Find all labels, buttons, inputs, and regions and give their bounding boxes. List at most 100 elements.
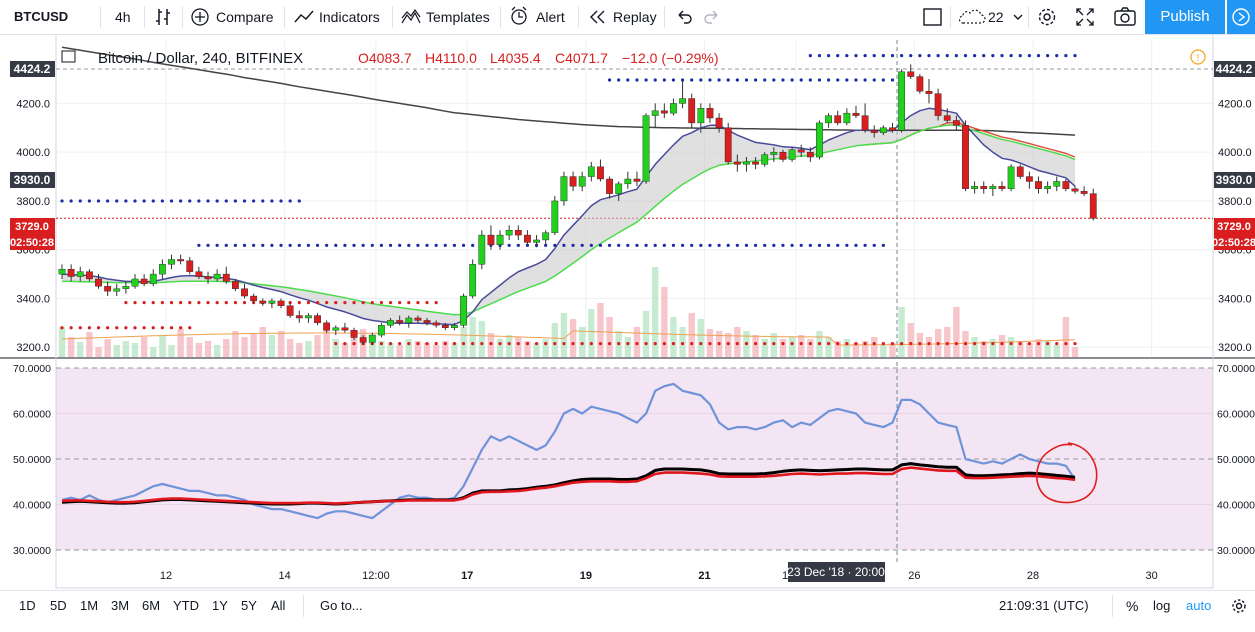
range-5y[interactable]: 5Y (241, 598, 257, 613)
countdown-text: 02:50:28 (10, 237, 54, 249)
level-dot (115, 199, 119, 203)
volume-bar (140, 337, 148, 357)
level-dot (699, 341, 703, 346)
volume-bar (880, 345, 887, 357)
candle-body (286, 305, 294, 316)
templates-button[interactable]: Templates (400, 0, 495, 34)
replay-button[interactable]: Replay (588, 0, 658, 34)
candle-body (158, 264, 166, 275)
settings-gear-icon[interactable] (1230, 591, 1248, 621)
countdown-text-right: 02:50:28 (1212, 237, 1255, 249)
level-dot (799, 243, 803, 247)
level-dot (963, 341, 968, 346)
warning-icon[interactable]: ! (1190, 49, 1206, 65)
candle-body (770, 151, 778, 155)
level-dot (388, 301, 393, 305)
range-6m[interactable]: 6M (142, 598, 161, 613)
candle-body (314, 315, 321, 324)
level-dot (562, 341, 566, 346)
log-toggle[interactable]: log (1153, 598, 1171, 613)
volume-bar (779, 339, 787, 357)
level-dot (461, 243, 466, 247)
volume-bar (204, 341, 212, 357)
level-dot (571, 243, 575, 247)
volume-bar (432, 345, 440, 357)
redo-icon[interactable] (702, 0, 722, 34)
toolbar-divider (392, 6, 393, 28)
candle-body (615, 183, 623, 194)
range-5d[interactable]: 5D (50, 598, 67, 613)
level-dot (872, 78, 876, 82)
goto-button[interactable]: Go to... (320, 598, 363, 613)
level-dot (334, 341, 338, 346)
level-dot (1000, 341, 1004, 346)
range-all[interactable]: All (271, 598, 286, 613)
interval-button[interactable]: 4h (115, 9, 131, 25)
symbol-search[interactable]: BTCUSD (14, 9, 69, 24)
indicators-button[interactable]: Indicators (293, 0, 388, 34)
osc-tick-label: 30.0000 (13, 545, 51, 557)
publish-button[interactable]: Publish (1145, 0, 1225, 34)
volume-bar (423, 343, 431, 357)
camera-icon[interactable] (1113, 0, 1137, 34)
level-dot (1064, 54, 1068, 58)
candle-body (971, 186, 979, 189)
volume-bar (998, 335, 1006, 357)
level-dot (726, 341, 730, 346)
level-dot (224, 301, 228, 305)
level-dot (881, 54, 885, 58)
level-dot (1000, 54, 1004, 58)
level-dot (945, 54, 949, 58)
level-dot (160, 326, 164, 330)
level-dot (425, 341, 429, 346)
candle-body (387, 320, 394, 326)
gear-icon[interactable] (1036, 0, 1058, 34)
candle-body (806, 151, 814, 158)
level-dot (1009, 54, 1013, 58)
time-tick-label: 12:00 (362, 570, 390, 582)
volume-bar (159, 335, 166, 357)
compare-button[interactable]: Compare (191, 0, 276, 34)
volume-bar (642, 311, 650, 357)
fullscreen-icon[interactable] (1073, 0, 1097, 34)
level-dot (763, 341, 767, 346)
square-icon[interactable] (922, 0, 944, 34)
range-1d[interactable]: 1D (19, 598, 36, 613)
range-1y[interactable]: 1Y (212, 598, 228, 613)
range-ytd[interactable]: YTD (173, 598, 199, 613)
candle-body (250, 295, 258, 302)
level-dot (142, 199, 146, 203)
candle-body (633, 178, 641, 182)
undo-icon[interactable] (674, 0, 694, 34)
volume-bar (1044, 341, 1051, 357)
candle-body (660, 110, 668, 114)
auto-toggle[interactable]: auto (1186, 598, 1212, 613)
volume-bar (259, 327, 266, 357)
volume-bar (505, 335, 513, 357)
top-toolbar: BTCUSD 4h Compare Indicators Templates A… (0, 0, 1255, 35)
volume-bar (113, 345, 120, 357)
range-3m[interactable]: 3M (111, 598, 130, 613)
level-dot (836, 78, 840, 82)
level-dot (653, 78, 657, 82)
level-dot (863, 54, 867, 58)
alert-button[interactable]: Alert (509, 0, 571, 34)
level-dot (279, 199, 283, 203)
annotation-circle[interactable] (1035, 442, 1098, 504)
range-1m[interactable]: 1M (80, 598, 99, 613)
level-dot (115, 326, 119, 330)
level-dot (197, 199, 201, 203)
level-dot (781, 243, 785, 247)
candle-body (788, 149, 796, 160)
osc-tick-label: 70.0000 (1217, 363, 1255, 375)
volume-bar (168, 345, 175, 357)
sidebar-toggle-icon[interactable] (1227, 0, 1255, 34)
clock-time[interactable]: 21:09:31 (UTC) (999, 598, 1089, 613)
candle-body (597, 166, 604, 180)
percent-toggle[interactable]: % (1126, 598, 1139, 614)
cloud-layouts-button[interactable]: 22 (957, 0, 1027, 34)
bar-style-icon[interactable] (154, 0, 174, 34)
level-dot (763, 78, 767, 82)
level-dot (1073, 54, 1077, 58)
